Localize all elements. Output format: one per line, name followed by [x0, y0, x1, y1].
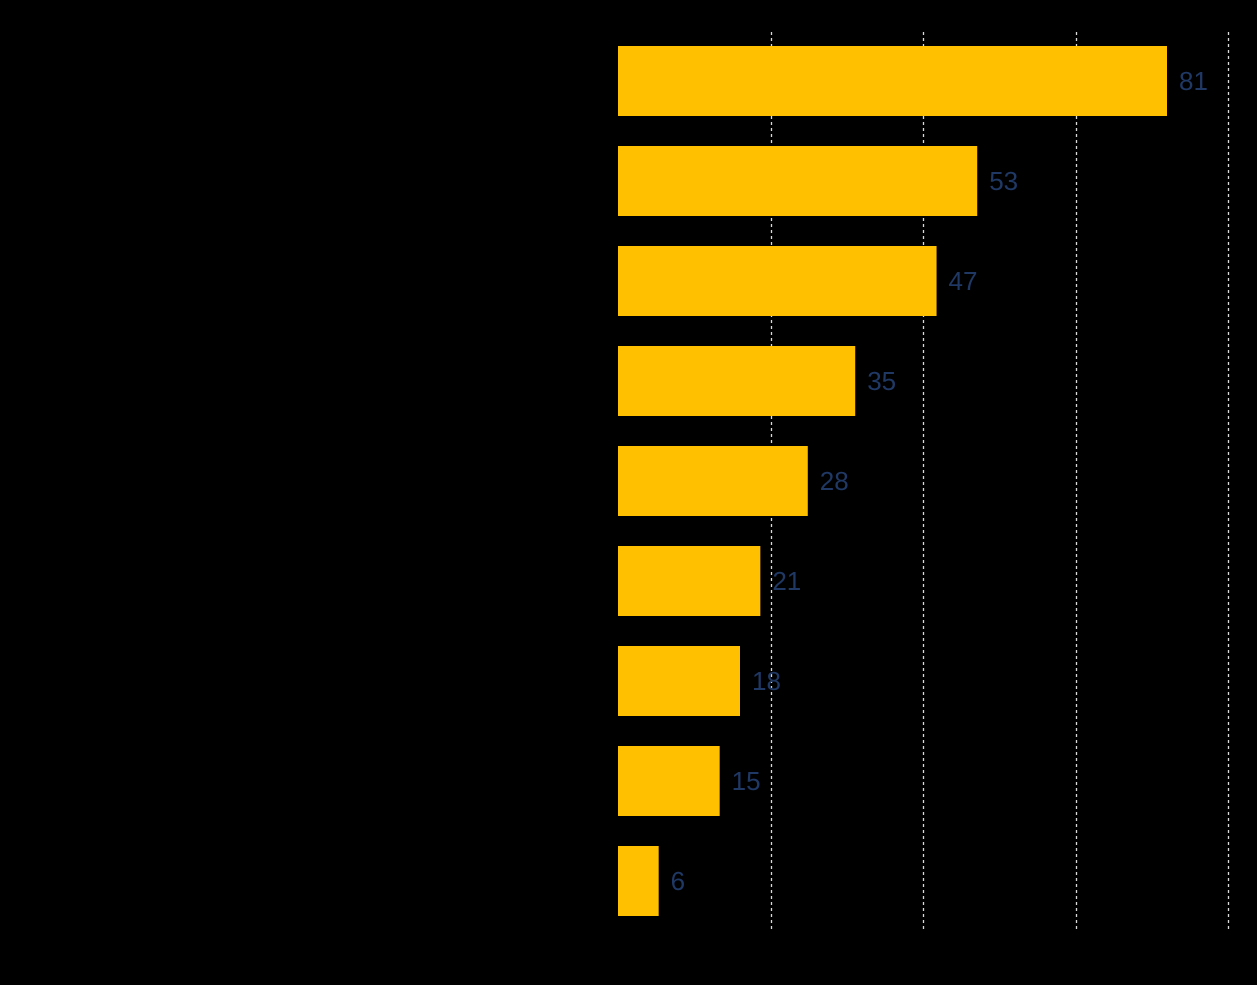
- bars: [618, 46, 1167, 916]
- bar-7: [618, 646, 740, 716]
- bar-5: [618, 446, 808, 516]
- value-labels: 81 53 47 35 28 21 18 15 6: [671, 66, 1208, 896]
- value-label-6: 21: [772, 566, 801, 596]
- value-label-4: 35: [867, 366, 896, 396]
- value-label-9: 6: [671, 866, 685, 896]
- value-label-8: 15: [732, 766, 761, 796]
- value-label-7: 18: [752, 666, 781, 696]
- bar-9: [618, 846, 659, 916]
- bar-1: [618, 46, 1167, 116]
- value-label-1: 81: [1179, 66, 1208, 96]
- bar-6: [618, 546, 761, 616]
- bar-8: [618, 746, 720, 816]
- bar-4: [618, 346, 856, 416]
- bar-3: [618, 246, 937, 316]
- value-label-2: 53: [989, 166, 1018, 196]
- value-label-5: 28: [820, 466, 849, 496]
- bar-2: [618, 146, 978, 216]
- value-label-3: 47: [949, 266, 978, 296]
